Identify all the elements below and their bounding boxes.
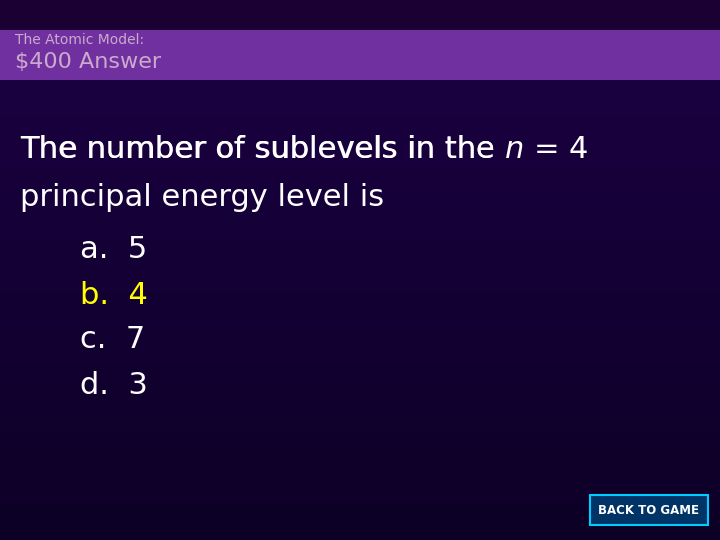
Text: The number of sublevels in the: The number of sublevels in the [20, 136, 505, 165]
FancyBboxPatch shape [590, 495, 708, 525]
Text: The Atomic Model:: The Atomic Model: [15, 33, 144, 47]
Text: b.  4: b. 4 [80, 280, 148, 309]
Text: c.  7: c. 7 [80, 326, 145, 354]
Text: $400 Answer: $400 Answer [15, 52, 161, 72]
Text: principal energy level is: principal energy level is [20, 184, 384, 213]
Text: d.  3: d. 3 [80, 370, 148, 400]
Text: BACK TO GAME: BACK TO GAME [598, 503, 700, 516]
Text: The number of sublevels in the $n$ = 4: The number of sublevels in the $n$ = 4 [20, 136, 588, 165]
Bar [0, 0, 720, 30]
Text: a.  5: a. 5 [80, 235, 148, 265]
Bar [0, 30, 720, 80]
